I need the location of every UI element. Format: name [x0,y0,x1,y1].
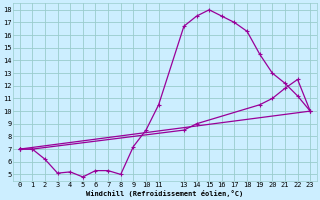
X-axis label: Windchill (Refroidissement éolien,°C): Windchill (Refroidissement éolien,°C) [86,190,244,197]
